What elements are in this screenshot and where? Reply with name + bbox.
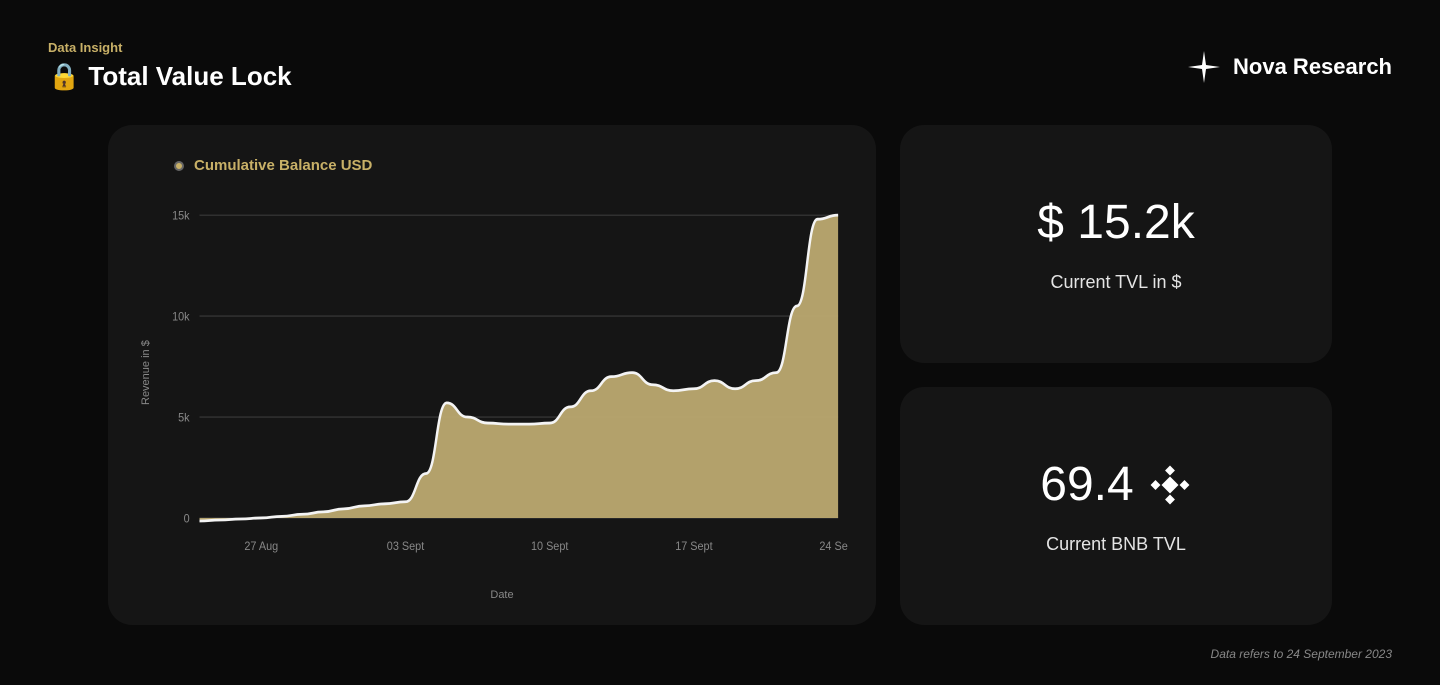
svg-text:27 Aug: 27 Aug (244, 541, 278, 554)
page-title-text: Total Value Lock (88, 61, 291, 92)
side-column: $ 15.2k Current TVL in $ 69.4 Current BN… (900, 125, 1332, 625)
legend-dot-icon (174, 161, 184, 171)
svg-text:5k: 5k (178, 412, 190, 425)
header: Data Insight 🔒 Total Value Lock Nova Res… (48, 40, 1392, 92)
chart-plot: 0 5k 10k 15k 27 Aug 03 Sept 10 Sept 17 Sept 24 S… (156, 194, 848, 559)
stat-card-tvl-bnb: 69.4 Current BNB TVL (900, 387, 1332, 625)
footer-note: Data refers to 24 September 2023 (1211, 647, 1392, 661)
stat-card-tvl-usd: $ 15.2k Current TVL in $ (900, 125, 1332, 363)
page-title: 🔒 Total Value Lock (48, 61, 292, 92)
svg-text:10 Sept: 10 Sept (531, 541, 569, 554)
chart-xlabel: Date (156, 589, 848, 601)
svg-text:10k: 10k (172, 311, 190, 324)
content: Cumulative Balance USD Revenue in $ 0 5k 1… (108, 125, 1332, 625)
stat-label-bnb: Current BNB TVL (1046, 534, 1186, 555)
chart-legend: Cumulative Balance USD (174, 157, 848, 174)
svg-text:0: 0 (184, 513, 190, 526)
chart-wrap: Revenue in $ 0 5k 10k 15k 27 Aug 03 Sept 10 Se… (136, 194, 848, 601)
bnb-icon (1148, 463, 1192, 507)
stat-value-bnb: 69.4 (1040, 457, 1191, 512)
chart-ylabel: Revenue in $ (136, 194, 156, 551)
stat-label-usd: Current TVL in $ (1050, 272, 1181, 293)
svg-text:17 Sept: 17 Sept (675, 541, 713, 554)
chart-card: Cumulative Balance USD Revenue in $ 0 5k 1… (108, 125, 876, 625)
svg-text:15k: 15k (172, 210, 190, 223)
stat-value-bnb-number: 69.4 (1040, 457, 1133, 512)
plot-column: 0 5k 10k 15k 27 Aug 03 Sept 10 Sept 17 Sept 24 S… (156, 194, 848, 601)
brand-star-icon (1187, 50, 1221, 84)
brand: Nova Research (1187, 50, 1392, 84)
lock-icon: 🔒 (48, 61, 80, 92)
stat-value-usd: $ 15.2k (1037, 195, 1194, 250)
brand-name: Nova Research (1233, 54, 1392, 80)
svg-text:03 Sept: 03 Sept (387, 541, 425, 554)
svg-text:24 Sept: 24 Sept (819, 541, 848, 554)
legend-label: Cumulative Balance USD (194, 157, 372, 174)
header-left: Data Insight 🔒 Total Value Lock (48, 40, 292, 92)
chart-svg: 0 5k 10k 15k 27 Aug 03 Sept 10 Sept 17 Sept 24 S… (156, 194, 848, 559)
eyebrow: Data Insight (48, 40, 292, 55)
